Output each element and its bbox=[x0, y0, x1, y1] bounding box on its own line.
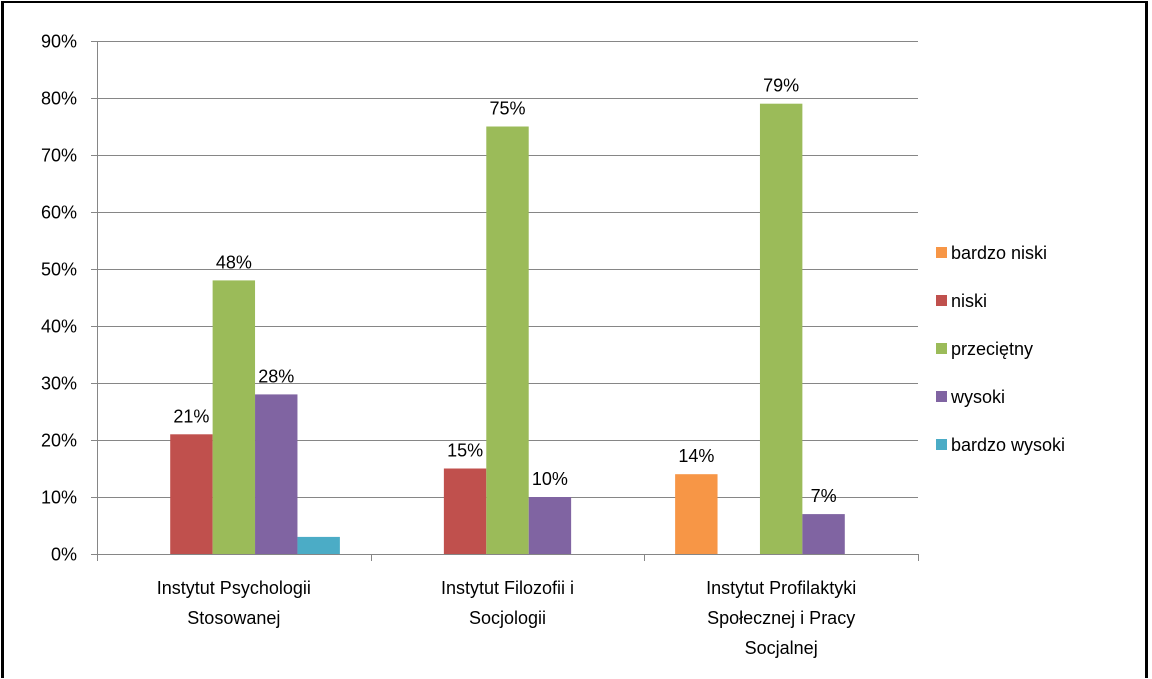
bar bbox=[528, 497, 572, 554]
bar bbox=[212, 280, 256, 554]
x-axis: Instytut Psychologii Stosowanej Instytut F… bbox=[97, 554, 919, 658]
legend-label: bardzo niski bbox=[951, 243, 1047, 263]
bar bbox=[486, 126, 529, 554]
legend-swatch bbox=[936, 295, 947, 306]
x-category-label: Instytut Filozofii i bbox=[441, 578, 574, 598]
legend-label: niski bbox=[951, 291, 987, 311]
data-label: 79% bbox=[763, 76, 799, 96]
y-tick-label: 90% bbox=[41, 32, 77, 52]
legend-label: bardzo wysoki bbox=[951, 435, 1065, 455]
y-axis: 0% 10% 20% 30% 40% 50% 60% 70% 80% 90% bbox=[41, 32, 98, 565]
legend-swatch bbox=[936, 439, 947, 450]
bar bbox=[802, 514, 845, 554]
bar bbox=[170, 434, 213, 554]
legend-swatch bbox=[936, 247, 947, 258]
x-category-label: Socjologii bbox=[469, 608, 546, 628]
bars bbox=[170, 103, 845, 554]
y-tick-label: 40% bbox=[41, 317, 77, 337]
x-category-label: Instytut Profilaktyki bbox=[706, 578, 856, 598]
x-category-label: Socjalnej bbox=[745, 638, 818, 658]
legend: bardzo niski niski przeciętny wysoki bardzo … bbox=[936, 243, 1065, 455]
legend-swatch bbox=[936, 343, 947, 354]
data-labels: 21% 48% 28% 15% 75% 10% 14% 79% 7% bbox=[173, 76, 836, 506]
data-label: 48% bbox=[216, 252, 252, 272]
legend-swatch bbox=[936, 391, 947, 402]
bar bbox=[443, 468, 487, 554]
legend-label: wysoki bbox=[950, 387, 1005, 407]
y-tick-label: 10% bbox=[41, 488, 77, 508]
y-tick-label: 80% bbox=[41, 89, 77, 109]
bar bbox=[759, 103, 803, 554]
x-category-label: Instytut Psychologii bbox=[157, 578, 311, 598]
y-tick-label: 30% bbox=[41, 374, 77, 394]
bar bbox=[675, 474, 718, 554]
bar bbox=[255, 394, 298, 554]
legend-label: przeciętny bbox=[951, 339, 1033, 359]
y-tick-label: 20% bbox=[41, 431, 77, 451]
data-label: 75% bbox=[489, 99, 525, 119]
x-category-label: Stosowanej bbox=[187, 608, 280, 628]
x-category-label: Społecznej i Pracy bbox=[707, 608, 855, 628]
y-tick-label: 50% bbox=[41, 260, 77, 280]
data-label: 21% bbox=[173, 406, 209, 426]
y-tick-label: 0% bbox=[51, 545, 77, 565]
bar bbox=[297, 536, 340, 554]
data-label: 15% bbox=[447, 441, 483, 461]
data-label: 28% bbox=[258, 366, 294, 386]
y-tick-label: 60% bbox=[41, 203, 77, 223]
data-label: 7% bbox=[811, 486, 837, 506]
data-label: 14% bbox=[678, 446, 714, 466]
y-tick-label: 70% bbox=[41, 146, 77, 166]
data-label: 10% bbox=[532, 469, 568, 489]
